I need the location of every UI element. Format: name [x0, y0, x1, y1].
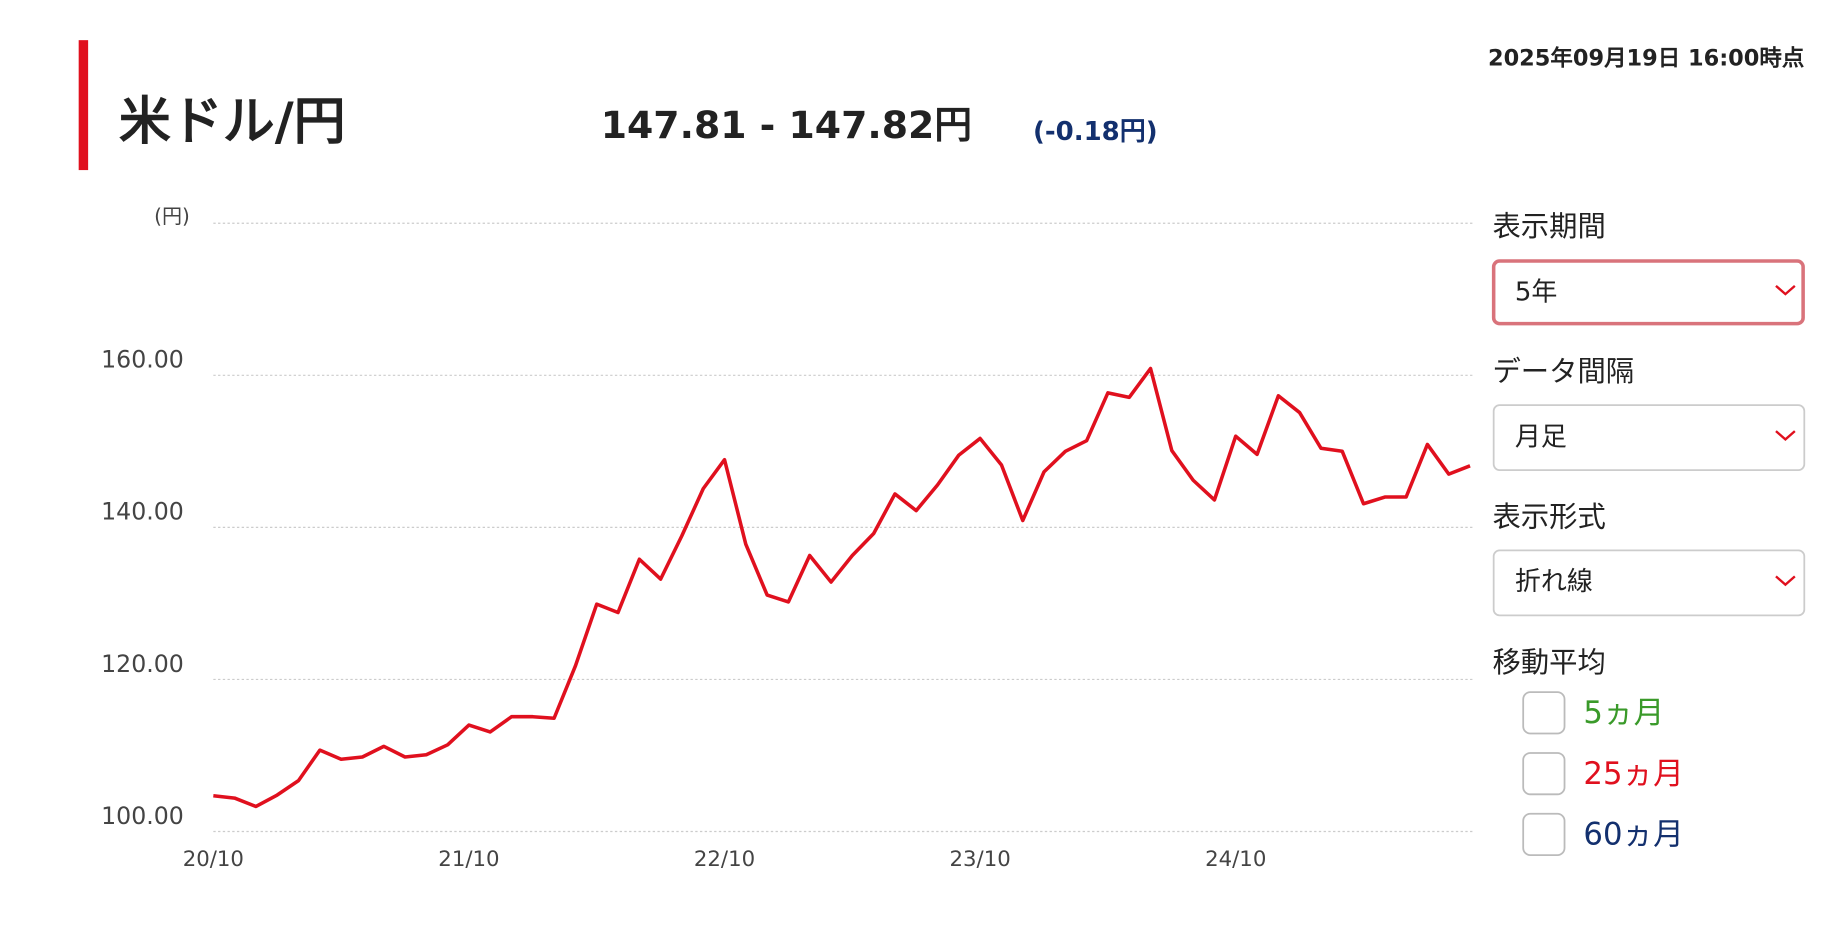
y-tick-label: 100.00	[101, 802, 184, 830]
control-label: 移動平均	[1492, 646, 1605, 679]
chevron	[1775, 430, 1796, 441]
control-label: 表示形式	[1492, 501, 1605, 534]
y-tick-label: 160.00	[101, 346, 184, 374]
checkbox[interactable]	[1522, 812, 1566, 857]
page-title: 米ドル/円	[119, 92, 346, 152]
control-label: 表示期間	[1492, 210, 1605, 243]
chevron	[1775, 575, 1796, 587]
chevron	[1775, 284, 1796, 296]
format-select[interactable]	[1492, 549, 1806, 617]
moving-average-options: 5ヵ月 25ヵ月 60ヵ月	[1522, 691, 1684, 857]
checkbox[interactable]	[1522, 691, 1566, 735]
checkbox-label: 5ヵ月	[1583, 696, 1664, 731]
x-tick-label: 22/10	[694, 847, 755, 872]
select-value: 折れ線	[1515, 567, 1593, 597]
select-value: 5年	[1515, 277, 1558, 307]
checkbox-label: 25ヵ月	[1583, 757, 1683, 792]
price-line	[213, 366, 1471, 809]
x-tick-label: 21/10	[438, 847, 499, 872]
y-tick-label: 120.00	[101, 650, 184, 678]
title-accent	[78, 40, 89, 171]
x-tick-label: 23/10	[950, 847, 1011, 872]
select-value: 月足	[1515, 423, 1567, 453]
x-tick-label: 24/10	[1205, 847, 1266, 872]
x-tick-label: 20/10	[183, 847, 244, 872]
timestamp: 2025年09月19日 16:00時点	[1488, 45, 1804, 72]
period-select[interactable]	[1491, 259, 1805, 326]
y-tick-label: 140.00	[101, 498, 184, 526]
control-label: データ間隔	[1492, 355, 1634, 388]
chart: (円) 100.00 120.00 140.00 160.00 20/10 21/10 22/…	[101, 204, 1473, 872]
checkbox[interactable]	[1522, 752, 1566, 796]
price: 147.81 - 147.82円	[601, 103, 972, 147]
y-axis-unit: (円)	[154, 204, 190, 228]
checkbox-label: 60ヵ月	[1583, 818, 1683, 853]
interval-select[interactable]	[1492, 404, 1806, 471]
price-change: (-0.18円)	[1033, 117, 1158, 147]
